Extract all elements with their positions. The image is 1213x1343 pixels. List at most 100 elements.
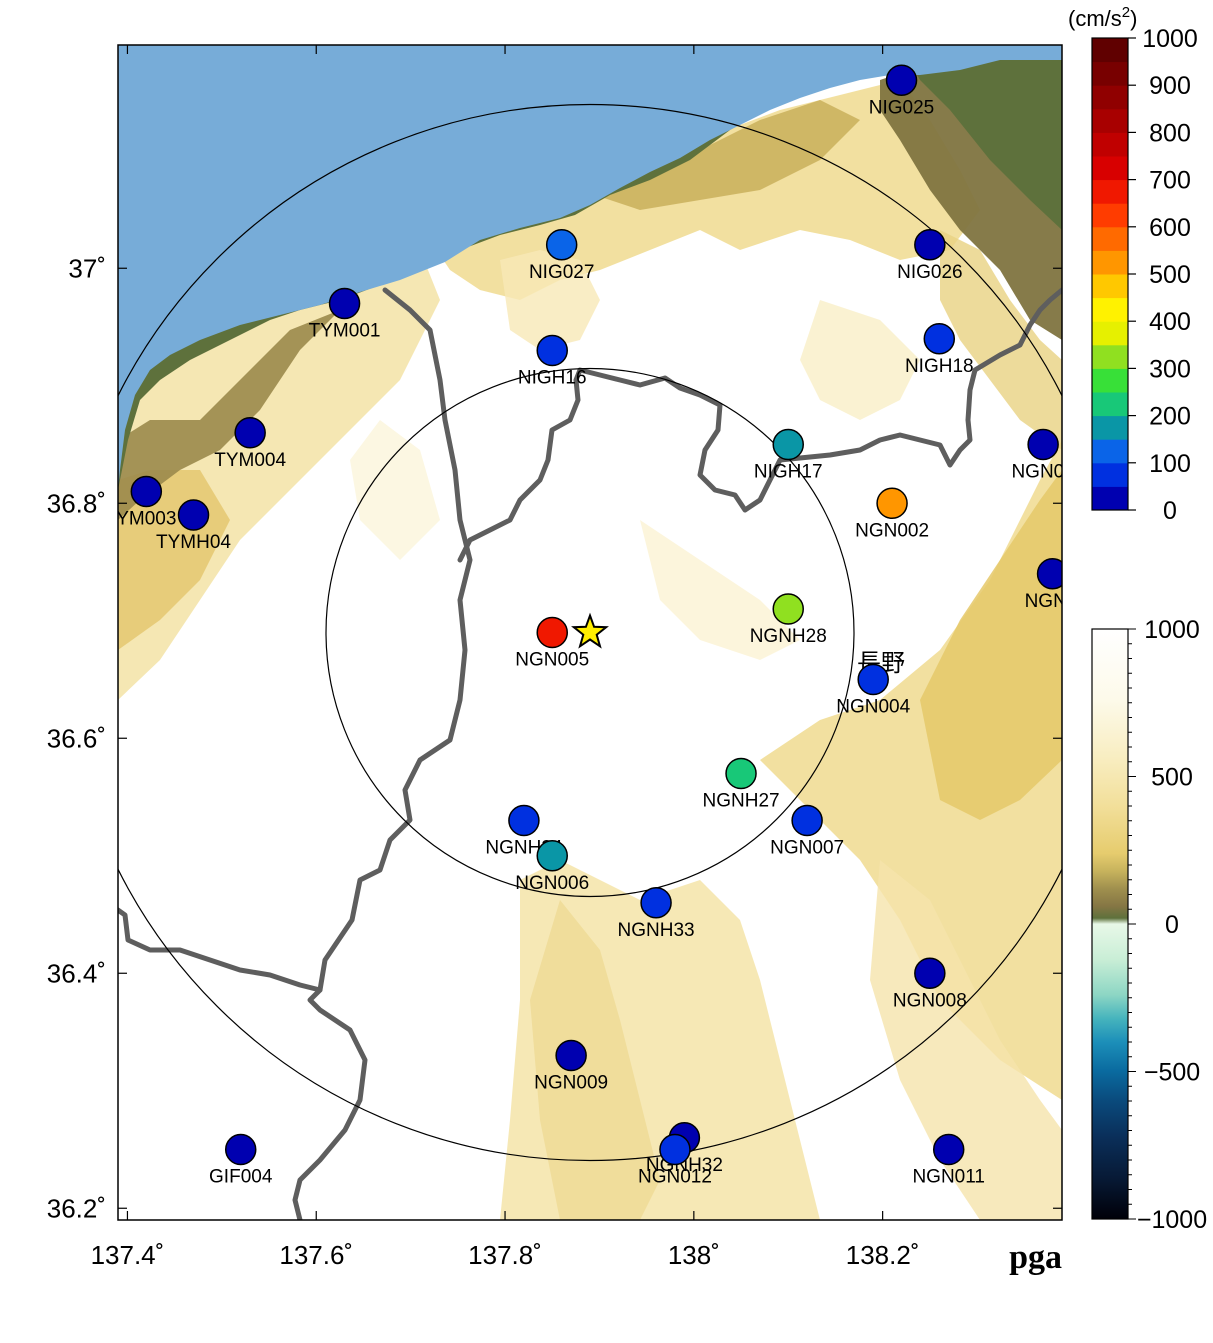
- elevation-tick-label: −1000: [1137, 1206, 1207, 1234]
- station-marker: GIF004: [209, 1133, 273, 1188]
- pga-color-swatch: [1092, 250, 1128, 275]
- pga-color-swatch: [1092, 274, 1128, 299]
- station-marker: NGN005: [515, 616, 589, 671]
- pga-unit: (cm/s2): [1068, 4, 1137, 31]
- pga-color-swatch: [1092, 226, 1128, 251]
- station-label: NGN004: [836, 697, 910, 718]
- epicenter-star: [571, 612, 609, 649]
- y-tick-label: 36.8˚: [47, 488, 106, 518]
- station-dot: [555, 1039, 587, 1072]
- y-tick-label: 36.4˚: [47, 958, 106, 988]
- pga-color-swatch: [1092, 415, 1128, 440]
- pga-tick-label: 800: [1149, 119, 1191, 147]
- station-marker: NGN00: [1011, 428, 1062, 483]
- pga-tick-label: 200: [1149, 403, 1191, 431]
- elevation-tick-label: 1000: [1144, 616, 1200, 644]
- pga-tick-label: 100: [1149, 450, 1191, 478]
- pga-color-swatch: [1092, 344, 1128, 369]
- elevation-tick-label: −500: [1144, 1059, 1200, 1087]
- station-marker: NGNH33: [618, 887, 695, 941]
- pga-tick-label: 600: [1149, 214, 1191, 242]
- station-dot: [1036, 558, 1062, 590]
- station-marker: NGN008: [893, 957, 967, 1011]
- station-label: YM003: [116, 509, 176, 530]
- sea: [118, 45, 1062, 490]
- x-tick-label: 137.4˚: [91, 1240, 165, 1270]
- station-label: NGNH: [1025, 591, 1081, 612]
- station-marker: TYM004: [214, 417, 286, 471]
- station-dot: [545, 229, 578, 261]
- pga-unit-exp: 2: [1122, 4, 1130, 21]
- station-marker: NGNH28: [750, 593, 827, 647]
- pga-color-swatch: [1092, 486, 1128, 511]
- station-label: NGN012: [638, 1167, 712, 1188]
- station-label: NGN011: [912, 1167, 985, 1188]
- station-marker: YM003: [116, 475, 176, 530]
- station-label: TYMH04: [156, 532, 231, 553]
- station-label: NIG027: [529, 262, 594, 283]
- map-frame: [117, 44, 1063, 1221]
- pga-color-swatch: [1092, 321, 1128, 346]
- station-marker: NGN004: [836, 663, 911, 718]
- pga-color-swatch: [1092, 439, 1128, 464]
- station-marker: NGNH27: [703, 757, 780, 812]
- station-marker: NGN011: [912, 1133, 985, 1188]
- station-label: NGNH28: [750, 626, 827, 647]
- station-dot: [876, 487, 908, 519]
- station-dot: [640, 887, 672, 919]
- pga-tick-label: 700: [1149, 167, 1191, 195]
- station-dot: [885, 64, 918, 96]
- x-tick-label: 137.8˚: [468, 1240, 542, 1270]
- station-label: NGNH33: [618, 920, 695, 941]
- pga-color-swatch: [1092, 203, 1128, 228]
- station-dot: [791, 804, 823, 837]
- y-axis: 37˚ 36.8˚ 36.6˚ 36.4˚ 36.2˚: [47, 253, 1062, 1223]
- station-marker: NGN012: [638, 1133, 712, 1188]
- station-marker: NGN006: [515, 840, 589, 894]
- elevation-tick-label: 500: [1151, 764, 1193, 792]
- y-tick-label: 37˚: [68, 253, 106, 283]
- pga-unit-suffix: ): [1130, 6, 1137, 31]
- distance-circle-outer: [118, 104, 1062, 1161]
- station-layer: NIG025 NIG027 NIG026 TYM001 NIGH16 NIGH18 TYM0…: [116, 64, 1081, 1188]
- x-tick-label: 138.2˚: [846, 1240, 920, 1270]
- pga-tick-label: 300: [1149, 355, 1191, 383]
- station-marker: TYM001: [309, 287, 381, 342]
- station-marker: NIGH18: [905, 323, 974, 377]
- station-dot: [536, 616, 568, 649]
- x-tick-label: 137.6˚: [279, 1240, 353, 1270]
- x-axis: 137.4˚ 137.6˚ 137.8˚ 138˚ 138.2˚: [91, 45, 920, 1270]
- x-tick-label: 138˚: [668, 1240, 720, 1270]
- pga-color-swatch: [1092, 297, 1128, 322]
- station-label: GIF004: [209, 1167, 273, 1188]
- station-dot: [1027, 428, 1059, 461]
- corner-label: pga: [1009, 1239, 1062, 1276]
- station-marker: NIGH17: [754, 428, 823, 483]
- station-marker: NIGH16: [518, 334, 587, 389]
- station-label: NGN008: [893, 990, 967, 1011]
- station-dot: [923, 323, 956, 355]
- station-dot: [234, 417, 266, 449]
- station-marker: TYMH04: [156, 499, 231, 553]
- station-label: TYM001: [309, 321, 381, 342]
- station-marker: NIG026: [897, 229, 963, 283]
- station-dot: [772, 428, 804, 461]
- pga-tick-label: 0: [1163, 497, 1177, 525]
- station-marker: NIG025: [869, 64, 934, 118]
- station-dot: [536, 840, 568, 872]
- station-label: NIG025: [869, 97, 934, 118]
- pga-color-swatch: [1092, 368, 1128, 393]
- station-dot: [177, 499, 210, 531]
- elevation-tick-label: 0: [1165, 911, 1179, 939]
- station-dot: [857, 663, 889, 696]
- elevation-colorbar: 1000 500 0 −500 −1000: [1091, 616, 1207, 1234]
- pga-unit-prefix: (cm/s: [1068, 6, 1122, 31]
- station-dot: [328, 287, 361, 320]
- station-marker: NGN009: [534, 1039, 608, 1094]
- station-label: NGN007: [770, 838, 844, 859]
- station-label: NGN009: [534, 1073, 608, 1094]
- pga-color-swatch: [1092, 179, 1128, 204]
